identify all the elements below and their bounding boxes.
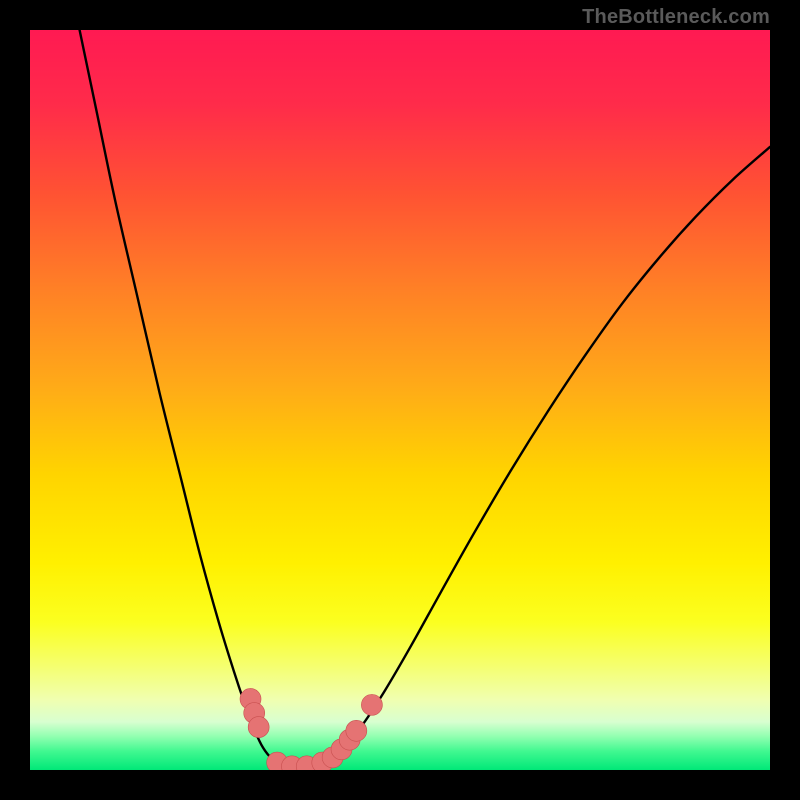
watermark-text: TheBottleneck.com (582, 6, 770, 29)
chart-container: TheBottleneck.com (0, 0, 800, 800)
plot-area (30, 30, 770, 770)
curve-marker (346, 720, 367, 741)
curve-marker (248, 717, 269, 738)
curve-markers (240, 688, 382, 770)
curve-marker (361, 694, 382, 715)
curve-layer (30, 30, 770, 770)
bottleneck-curve (80, 30, 770, 767)
